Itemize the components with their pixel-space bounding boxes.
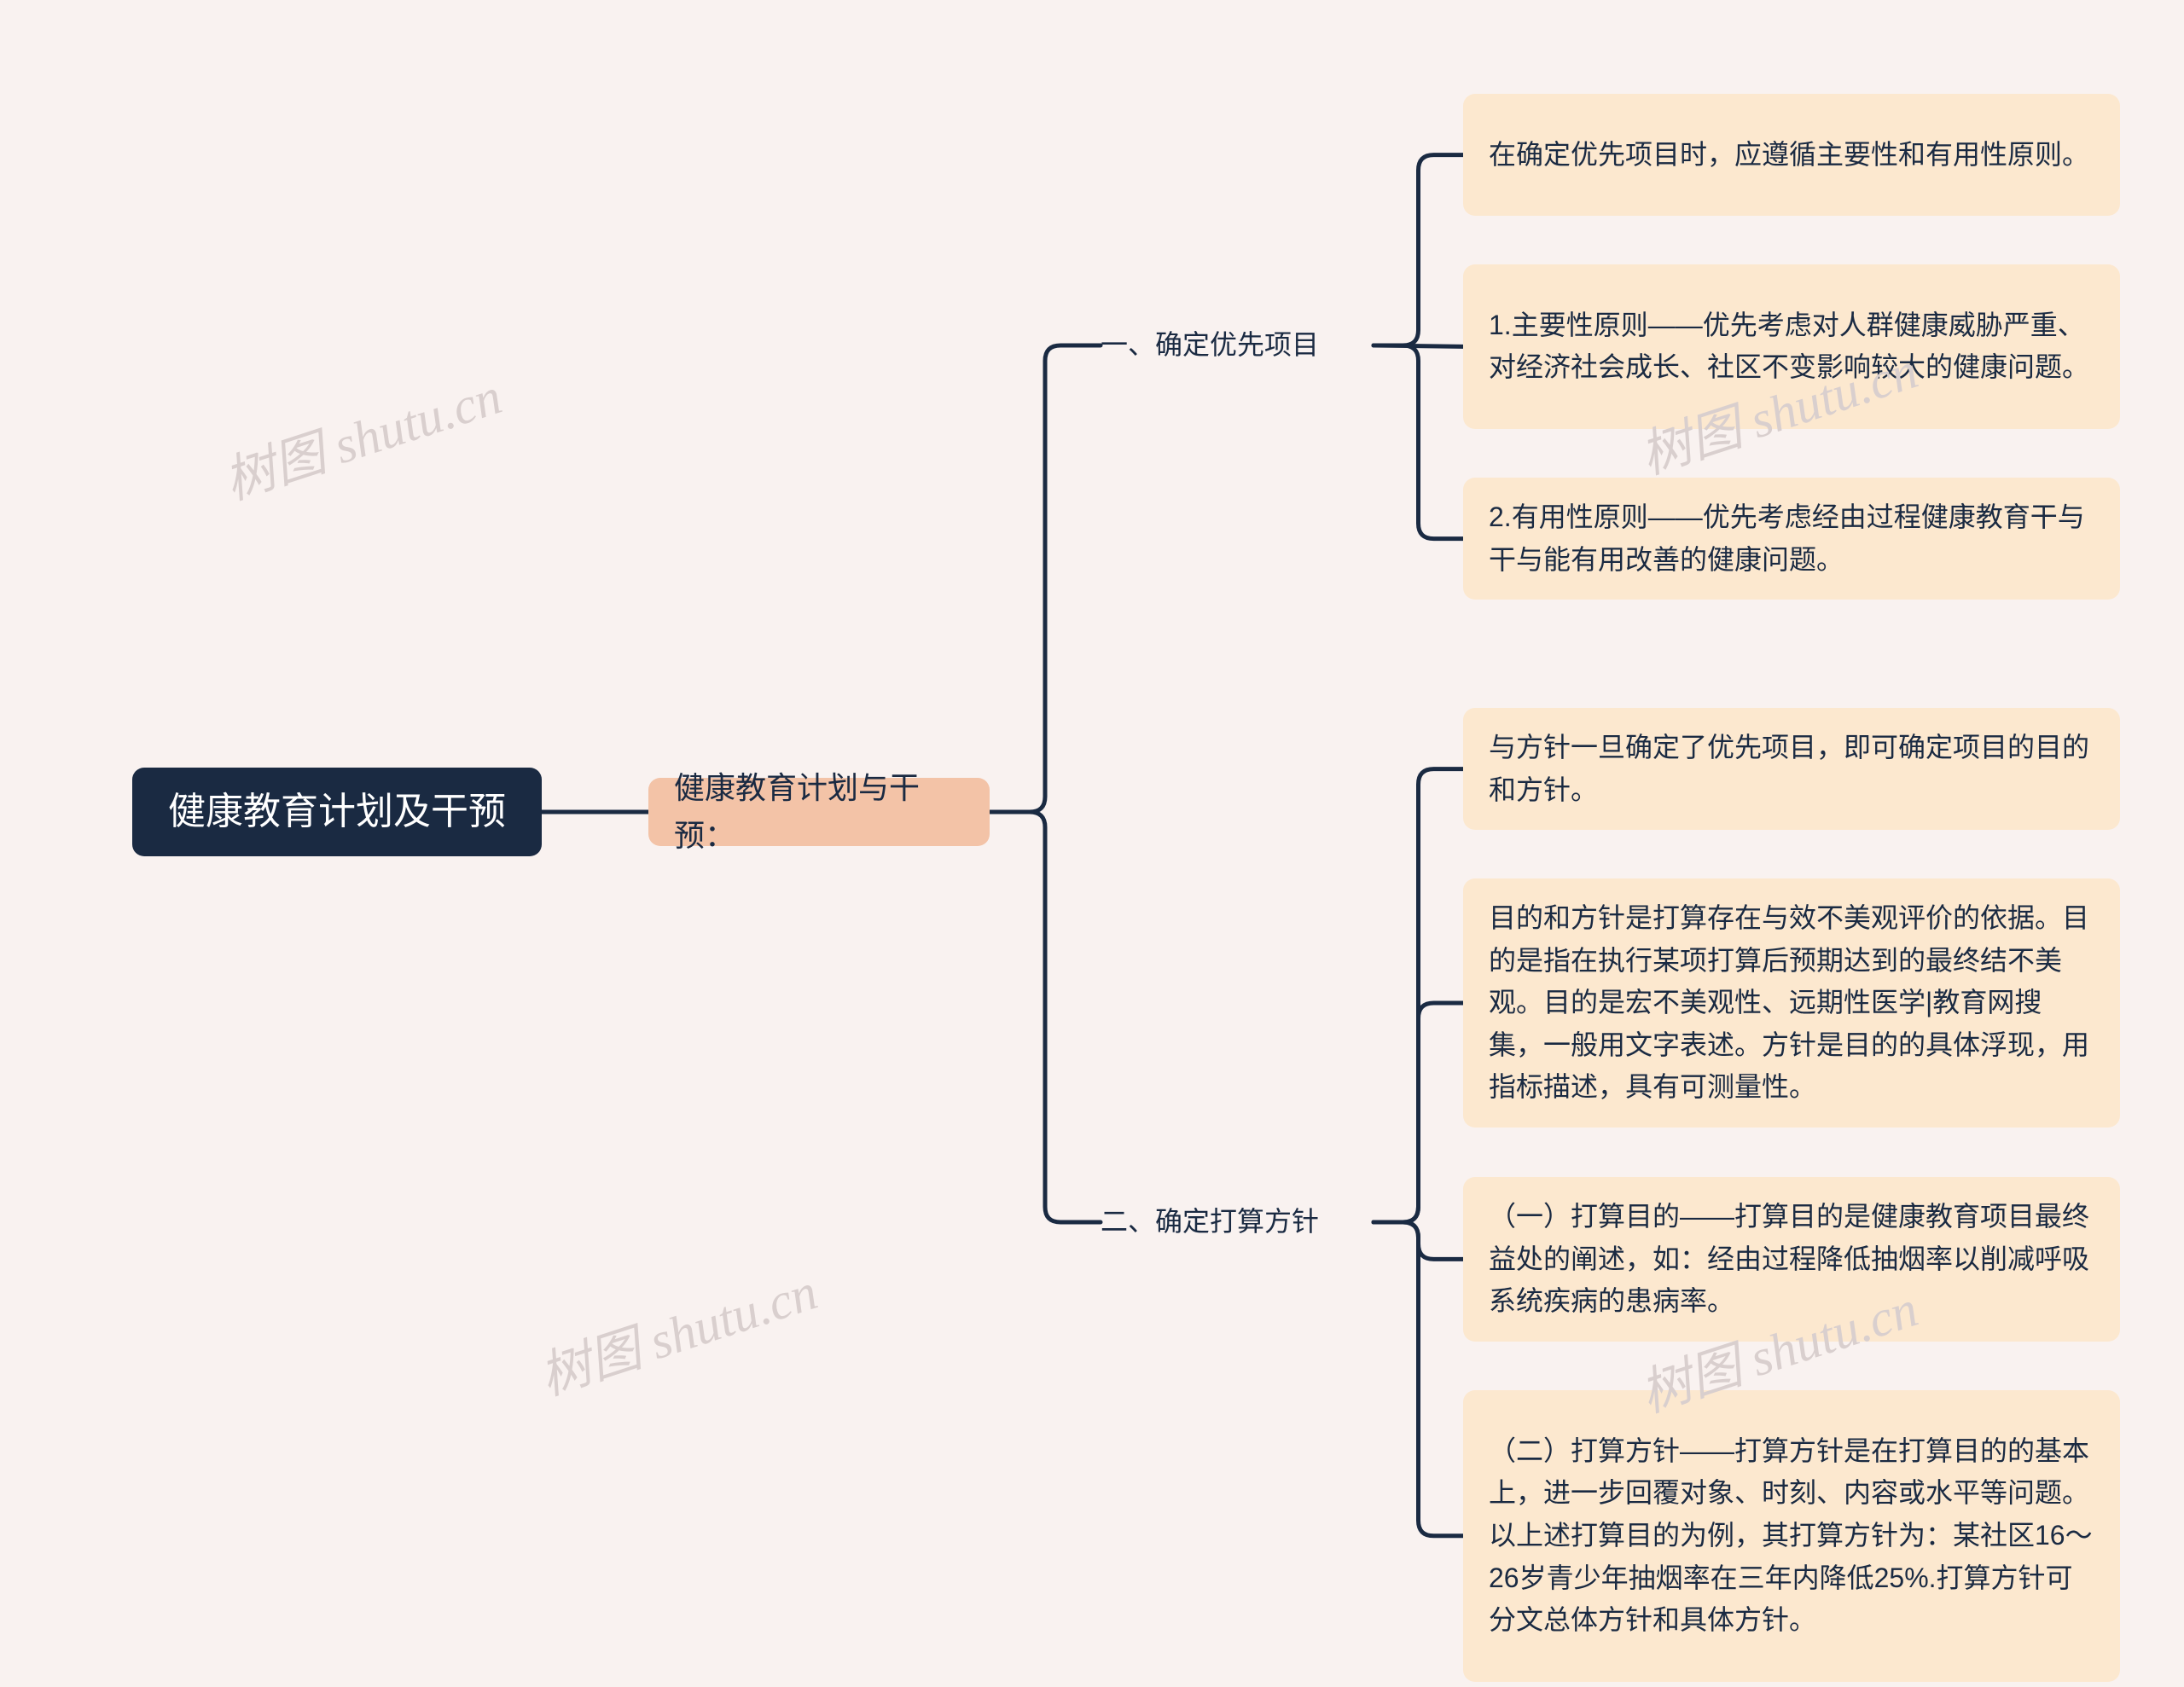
level1-label: 健康教育计划与干预： [674,764,964,860]
section-2-label: 二、确定打算方针 [1101,1201,1374,1244]
leaf-node: 与方针一旦确定了优先项目，即可确定项目的目的和方针。 [1463,708,2120,830]
leaf-text: 2.有用性原则——优先考虑经由过程健康教育干与干与能有用改善的健康问题。 [1489,496,2094,581]
level1-node: 健康教育计划与干预： [648,778,990,846]
section-1-label: 一、确定优先项目 [1101,324,1374,367]
leaf-text: 与方针一旦确定了优先项目，即可确定项目的目的和方针。 [1489,727,2094,811]
leaf-node: 2.有用性原则——优先考虑经由过程健康教育干与干与能有用改善的健康问题。 [1463,478,2120,600]
leaf-text: 在确定优先项目时，应遵循主要性和有用性原则。 [1489,134,2089,177]
leaf-node: （二）打算方针——打算方针是在打算目的的基本上，进一步回覆对象、时刻、内容或水平… [1463,1390,2120,1682]
section-1-text: 一、确定优先项目 [1101,324,1319,367]
root-node: 健康教育计划及干预 [132,768,542,856]
leaf-node: 1.主要性原则——优先考虑对人群健康威胁严重、对经济社会成长、社区不变影响较大的… [1463,264,2120,429]
section-2-text: 二、确定打算方针 [1101,1201,1319,1244]
leaf-text: 1.主要性原则——优先考虑对人群健康威胁严重、对经济社会成长、社区不变影响较大的… [1489,304,2094,389]
root-label: 健康教育计划及干预 [168,783,506,841]
leaf-node: 目的和方针是打算存在与效不美观评价的依据。目的是指在执行某项打算后预期达到的最终… [1463,878,2120,1128]
leaf-text: （一）打算目的——打算目的是健康教育项目最终益处的阐述，如：经由过程降低抽烟率以… [1489,1196,2094,1323]
leaf-text: 目的和方针是打算存在与效不美观评价的依据。目的是指在执行某项打算后预期达到的最终… [1489,897,2094,1109]
leaf-node: 在确定优先项目时，应遵循主要性和有用性原则。 [1463,94,2120,216]
mindmap-canvas: 健康教育计划及干预 健康教育计划与干预： 一、确定优先项目 二、确定打算方针 在… [0,0,2184,1687]
leaf-node: （一）打算目的——打算目的是健康教育项目最终益处的阐述，如：经由过程降低抽烟率以… [1463,1177,2120,1342]
leaf-text: （二）打算方针——打算方针是在打算目的的基本上，进一步回覆对象、时刻、内容或水平… [1489,1430,2094,1642]
